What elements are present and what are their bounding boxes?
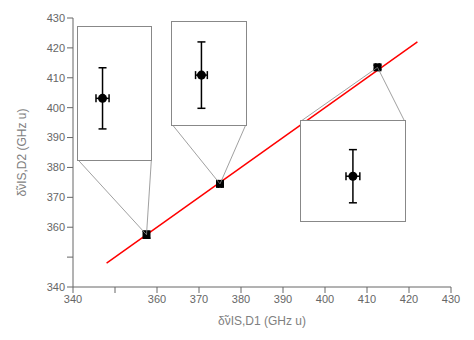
svg-text:340: 340	[64, 293, 82, 305]
svg-text:410: 410	[358, 293, 376, 305]
svg-text:430: 430	[47, 12, 65, 24]
svg-text:360: 360	[47, 221, 65, 233]
svg-text:380: 380	[47, 161, 65, 173]
svg-text:420: 420	[400, 293, 418, 305]
svg-text:420: 420	[47, 42, 65, 54]
svg-text:400: 400	[47, 102, 65, 114]
svg-text:360: 360	[148, 293, 166, 305]
svg-text:390: 390	[47, 131, 65, 143]
svg-text:410: 410	[47, 72, 65, 84]
svg-text:390: 390	[274, 293, 292, 305]
svg-text:380: 380	[232, 293, 250, 305]
svg-text:400: 400	[316, 293, 334, 305]
svg-text:δ̃νIS,D1 (GHz u): δ̃νIS,D1 (GHz u)	[218, 314, 306, 328]
svg-text:370: 370	[47, 191, 65, 203]
svg-text:370: 370	[190, 293, 208, 305]
svg-text:δ̃νIS,D2 (GHz u): δ̃νIS,D2 (GHz u)	[15, 108, 29, 196]
svg-text:430: 430	[442, 293, 460, 305]
svg-text:340: 340	[47, 281, 65, 293]
